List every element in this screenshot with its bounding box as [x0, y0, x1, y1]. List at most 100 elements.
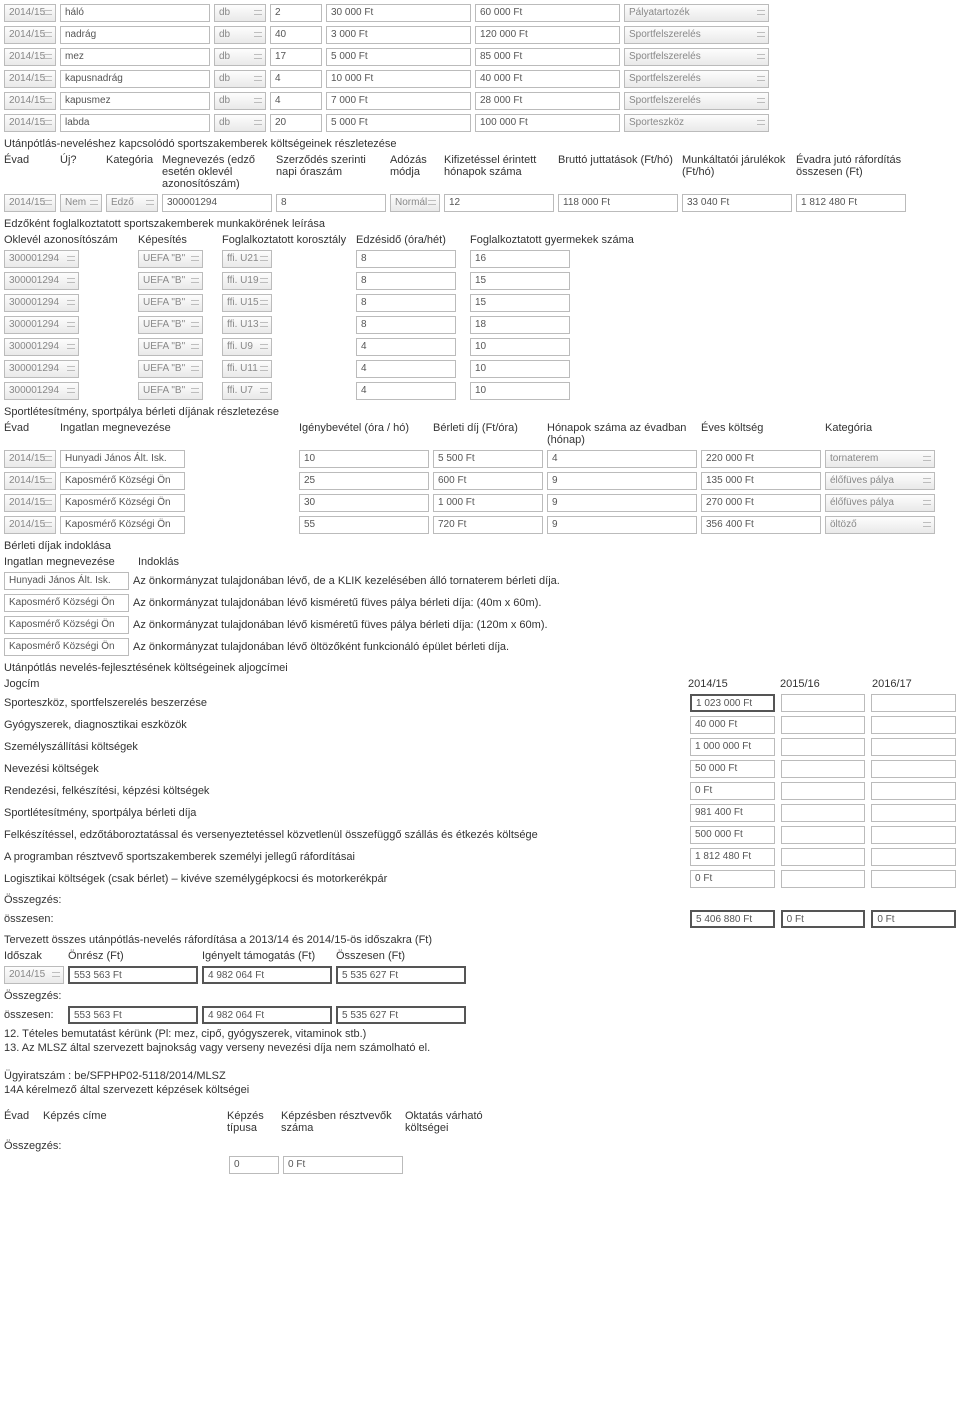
kepzes-sum-b[interactable]: 0 Ft — [283, 1156, 403, 1174]
equip-egysegar[interactable]: 30 000 Ft — [326, 4, 471, 22]
equip-kategoria[interactable]: Sporteszköz — [624, 114, 769, 132]
munkakor-edzesido[interactable]: 4 — [356, 360, 456, 378]
equip-kategoria[interactable]: Sportfelszerelés — [624, 92, 769, 110]
aljog-2016[interactable] — [871, 782, 956, 800]
munkakor-id[interactable]: 300001294 — [4, 250, 79, 268]
munkakor-kepesites[interactable]: UEFA "B" — [138, 294, 203, 312]
equip-kategoria[interactable]: Sportfelszerelés — [624, 26, 769, 44]
munkakor-gyermek[interactable]: 10 — [470, 382, 570, 400]
equip-egysegar[interactable]: 5 000 Ft — [326, 48, 471, 66]
aljog-2016[interactable] — [871, 716, 956, 734]
munkakor-korosztaly[interactable]: ffi. U15 — [222, 294, 272, 312]
berlet-ora[interactable]: 25 — [299, 472, 429, 490]
equip-kategoria[interactable]: Sportfelszerelés — [624, 70, 769, 88]
berlet-ingatlan[interactable]: Hunyadi János Ált. Isk. — [60, 450, 185, 468]
aljog-2014[interactable]: 0 Ft — [690, 870, 775, 888]
berlet-honap[interactable]: 9 — [547, 494, 697, 512]
aljog-2014[interactable]: 1 812 480 Ft — [690, 848, 775, 866]
aljog-2015[interactable] — [781, 804, 866, 822]
munkakor-korosztaly[interactable]: ffi. U7 — [222, 382, 272, 400]
berlet-eves[interactable]: 270 000 Ft — [701, 494, 821, 512]
equip-mennyiseg[interactable]: 17 — [270, 48, 322, 66]
munkakor-edzesido[interactable]: 8 — [356, 316, 456, 334]
munkakor-id[interactable]: 300001294 — [4, 338, 79, 356]
equip-evad[interactable]: 2014/15 — [4, 92, 56, 110]
aljog-2015[interactable] — [781, 826, 866, 844]
aljog-2016[interactable] — [871, 738, 956, 756]
aljog-2016[interactable] — [871, 694, 956, 712]
terv-sum-tamogatas[interactable]: 4 982 064 Ft — [202, 1006, 332, 1024]
szakember-ora[interactable]: 8 — [276, 194, 386, 212]
berlet-kategoria[interactable]: öltöző — [825, 516, 935, 534]
munkakor-id[interactable]: 300001294 — [4, 360, 79, 378]
berlet-dij[interactable]: 5 500 Ft — [433, 450, 543, 468]
equip-megnevezes[interactable]: nadrág — [60, 26, 210, 44]
equip-osszeg[interactable]: 120 000 Ft — [475, 26, 620, 44]
aljog-sum-2014[interactable]: 5 406 880 Ft — [690, 910, 775, 928]
berlet-kategoria[interactable]: élőfüves pálya — [825, 472, 935, 490]
munkakor-kepesites[interactable]: UEFA "B" — [138, 338, 203, 356]
munkakor-kepesites[interactable]: UEFA "B" — [138, 250, 203, 268]
aljog-sum-2016[interactable]: 0 Ft — [871, 910, 956, 928]
aljog-2014[interactable]: 1 000 000 Ft — [690, 738, 775, 756]
aljog-2015[interactable] — [781, 760, 866, 778]
aljog-2014[interactable]: 500 000 Ft — [690, 826, 775, 844]
equip-egysegar[interactable]: 10 000 Ft — [326, 70, 471, 88]
aljog-2014[interactable]: 981 400 Ft — [690, 804, 775, 822]
equip-evad[interactable]: 2014/15 — [4, 70, 56, 88]
szakember-kat[interactable]: Edző — [106, 194, 158, 212]
berlet-ora[interactable]: 30 — [299, 494, 429, 512]
berlet-dij[interactable]: 600 Ft — [433, 472, 543, 490]
equip-egyseg[interactable]: db — [214, 114, 266, 132]
indok-ingatlan[interactable]: Kaposmérő Községi Ön — [4, 594, 129, 612]
munkakor-kepesites[interactable]: UEFA "B" — [138, 382, 203, 400]
munkakor-korosztaly[interactable]: ffi. U19 — [222, 272, 272, 290]
munkakor-gyermek[interactable]: 10 — [470, 338, 570, 356]
berlet-ora[interactable]: 55 — [299, 516, 429, 534]
equip-mennyiseg[interactable]: 4 — [270, 70, 322, 88]
aljog-2016[interactable] — [871, 804, 956, 822]
berlet-honap[interactable]: 4 — [547, 450, 697, 468]
equip-osszeg[interactable]: 40 000 Ft — [475, 70, 620, 88]
szakember-evad[interactable]: 2014/15 — [4, 194, 56, 212]
munkakor-korosztaly[interactable]: ffi. U13 — [222, 316, 272, 334]
equip-osszeg[interactable]: 28 000 Ft — [475, 92, 620, 110]
munkakor-gyermek[interactable]: 16 — [470, 250, 570, 268]
berlet-dij[interactable]: 1 000 Ft — [433, 494, 543, 512]
munkakor-edzesido[interactable]: 4 — [356, 338, 456, 356]
terv-sum-onresz[interactable]: 553 563 Ft — [68, 1006, 198, 1024]
munkakor-gyermek[interactable]: 15 — [470, 294, 570, 312]
munkakor-id[interactable]: 300001294 — [4, 382, 79, 400]
szakember-ado[interactable]: Normál — [390, 194, 440, 212]
munkakor-gyermek[interactable]: 10 — [470, 360, 570, 378]
berlet-ingatlan[interactable]: Kaposmérő Községi Ön — [60, 516, 185, 534]
equip-egysegar[interactable]: 3 000 Ft — [326, 26, 471, 44]
equip-osszeg[interactable]: 85 000 Ft — [475, 48, 620, 66]
equip-egysegar[interactable]: 5 000 Ft — [326, 114, 471, 132]
equip-megnevezes[interactable]: labda — [60, 114, 210, 132]
berlet-ora[interactable]: 10 — [299, 450, 429, 468]
terv-osszesen[interactable]: 5 535 627 Ft — [336, 966, 466, 984]
munkakor-korosztaly[interactable]: ffi. U9 — [222, 338, 272, 356]
berlet-evad[interactable]: 2014/15 — [4, 516, 56, 534]
indok-ingatlan[interactable]: Kaposmérő Községi Ön — [4, 638, 129, 656]
aljog-2016[interactable] — [871, 848, 956, 866]
munkakor-edzesido[interactable]: 8 — [356, 250, 456, 268]
aljog-2015[interactable] — [781, 716, 866, 734]
aljog-2014[interactable]: 50 000 Ft — [690, 760, 775, 778]
munkakor-korosztaly[interactable]: ffi. U21 — [222, 250, 272, 268]
terv-idoszak[interactable]: 2014/15 — [4, 966, 64, 984]
aljog-2014[interactable]: 40 000 Ft — [690, 716, 775, 734]
berlet-dij[interactable]: 720 Ft — [433, 516, 543, 534]
szakember-meg[interactable]: 300001294 — [162, 194, 272, 212]
equip-mennyiseg[interactable]: 40 — [270, 26, 322, 44]
equip-evad[interactable]: 2014/15 — [4, 26, 56, 44]
equip-osszeg[interactable]: 100 000 Ft — [475, 114, 620, 132]
aljog-2016[interactable] — [871, 760, 956, 778]
equip-mennyiseg[interactable]: 4 — [270, 92, 322, 110]
equip-egysegar[interactable]: 7 000 Ft — [326, 92, 471, 110]
szakember-jar[interactable]: 33 040 Ft — [682, 194, 792, 212]
szakember-uj[interactable]: Nem — [60, 194, 102, 212]
berlet-ingatlan[interactable]: Kaposmérő Községi Ön — [60, 494, 185, 512]
equip-evad[interactable]: 2014/15 — [4, 48, 56, 66]
